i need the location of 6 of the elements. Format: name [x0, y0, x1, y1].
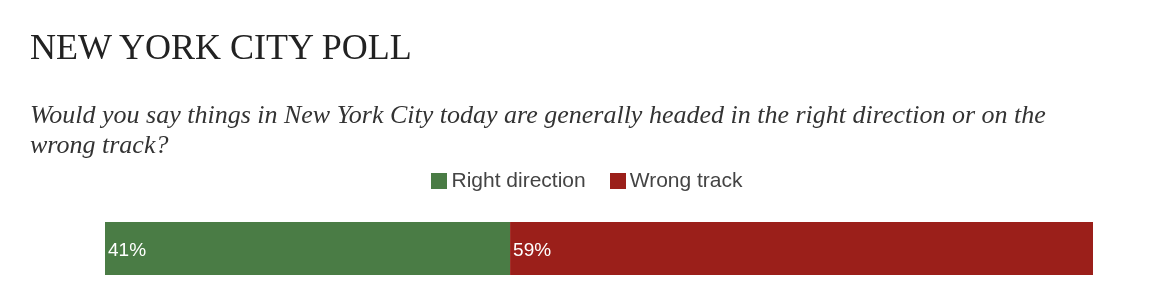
data-label: 59% [513, 238, 552, 260]
data-label: 41% [108, 238, 147, 260]
legend-label: Right direction [451, 168, 586, 191]
legend-label: Wrong track [629, 168, 743, 191]
chart-title: NEW YORK CITY POLL [30, 26, 412, 68]
chart-subtitle: Would you say things in New York City today are generally headed in the right direction or on the wrong track? [30, 100, 1047, 160]
